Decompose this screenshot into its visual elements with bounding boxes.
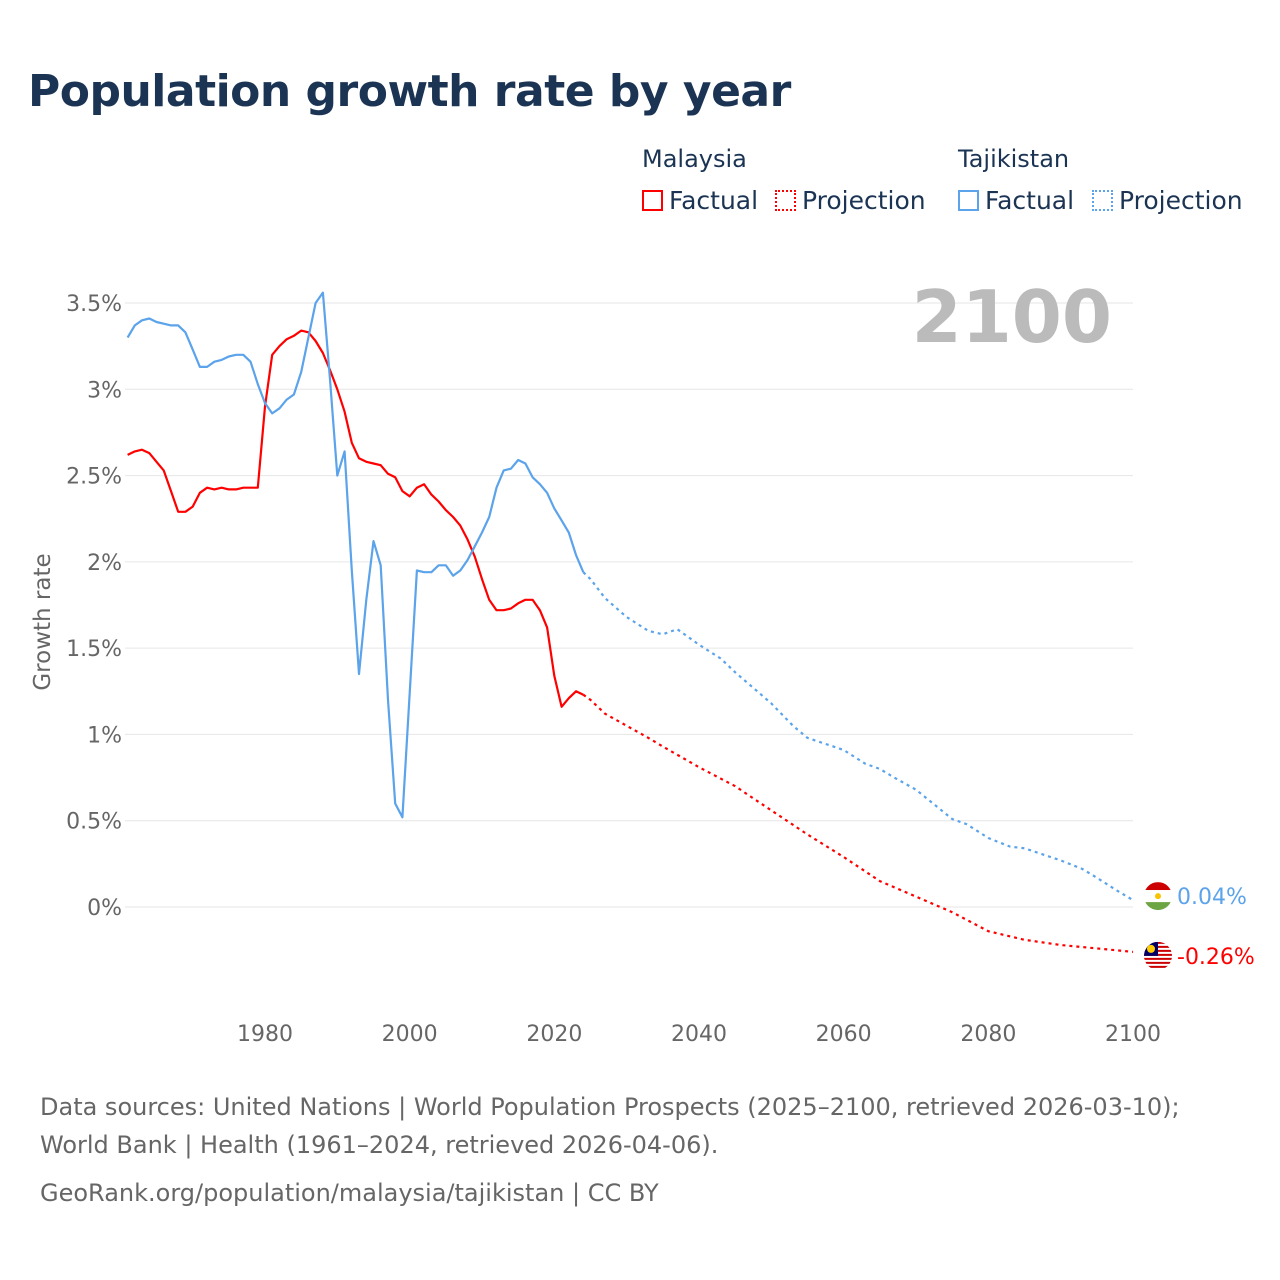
tajikistan-factual-line (126, 291, 585, 819)
legend-tajikistan-factual[interactable]: Factual (958, 186, 1074, 215)
x-tick-label: 2100 (1105, 1022, 1161, 1047)
flag-stripe (1144, 957, 1172, 960)
legend-swatch-dotted (775, 190, 796, 211)
legend-malaysia-projection[interactable]: Projection (775, 186, 926, 215)
flag-stripe (1144, 965, 1172, 968)
tajikistan-end-value-label: 0.04% (1177, 885, 1247, 910)
legend-label: Projection (802, 186, 926, 215)
legend-malaysia-heading: Malaysia (642, 145, 747, 173)
flag-stripe (1144, 961, 1172, 964)
x-tick-label: 2060 (816, 1022, 872, 1047)
malaysia-projection-line (582, 693, 1134, 953)
source-link[interactable]: GeoRank.org/population/malaysia/tajikist… (40, 1179, 659, 1207)
y-axis-label: Growth rate (30, 553, 56, 690)
y-tick-label: 1.5% (66, 637, 122, 662)
x-tick-label: 2000 (382, 1022, 438, 1047)
legend-label: Projection (1119, 186, 1243, 215)
flag-stripe (1144, 882, 1172, 891)
y-tick-label: 1% (87, 723, 122, 748)
y-tick-label: 3% (87, 378, 122, 403)
legend-label: Factual (669, 186, 759, 215)
y-tick-label: 0% (87, 896, 122, 921)
flag-crown (1155, 893, 1161, 900)
malaysia-flag-icon (1144, 941, 1172, 968)
tajikistan-projection-line (582, 571, 1134, 902)
legend-malaysia-factual[interactable]: Factual (642, 186, 758, 215)
flag-stripe (1144, 902, 1172, 911)
malaysia-factual-line (127, 329, 584, 708)
legend-label: Factual (985, 186, 1075, 215)
legend-tajikistan-heading: Tajikistan (958, 145, 1070, 173)
footer: Data sources: United Nations | World Pop… (40, 1088, 1240, 1212)
x-tick-label: 2080 (960, 1022, 1016, 1047)
malaysia-end-value-label: -0.26% (1177, 945, 1255, 970)
flag-body (1144, 941, 1172, 968)
tajikistan-flag-icon (1144, 882, 1172, 911)
data-sources: Data sources: United Nations | World Pop… (40, 1093, 1180, 1159)
y-tick-label: 3.5% (66, 292, 122, 317)
legend-tajikistan-projection[interactable]: Projection (1092, 186, 1243, 215)
x-tick-label: 1980 (237, 1022, 293, 1047)
legend-swatch-solid (642, 190, 663, 211)
legend-swatch-solid (958, 190, 979, 211)
chart-title: Population growth rate by year (28, 66, 791, 117)
flag-crescent (1147, 944, 1155, 953)
x-tick-label: 2040 (671, 1022, 727, 1047)
y-tick-label: 2.5% (66, 465, 122, 490)
legend-swatch-dotted (1092, 190, 1113, 211)
x-tick-label: 2020 (526, 1022, 582, 1047)
y-tick-label: 2% (87, 551, 122, 576)
y-tick-label: 0.5% (66, 810, 122, 835)
current-year-label: 2100 (912, 275, 1112, 359)
flag-body (1144, 882, 1172, 911)
